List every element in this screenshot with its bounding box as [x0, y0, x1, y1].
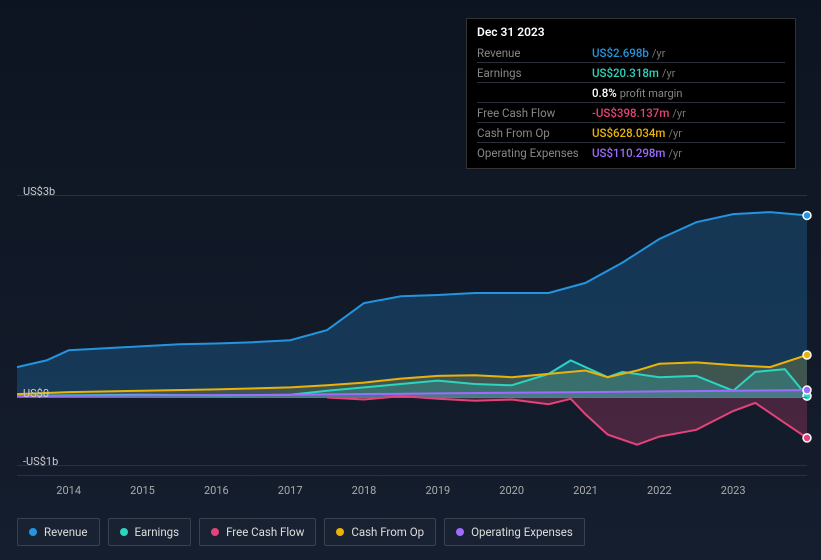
chart-tooltip: Dec 31 2023 RevenueUS$2.698b/yrEarningsU… — [466, 18, 796, 169]
tooltip-date: Dec 31 2023 — [477, 25, 785, 39]
series-end-dot-revenue — [803, 211, 811, 219]
chart-plot-area[interactable] — [17, 175, 807, 475]
y-axis-label: US$3b — [23, 185, 67, 198]
tooltip-row-label: Revenue — [477, 43, 592, 63]
tooltip-row-value: US$20.318m — [592, 66, 659, 80]
legend-label: Operating Expenses — [471, 525, 573, 539]
tooltip-row-label — [477, 83, 592, 103]
tooltip-row-unit: /yr — [668, 147, 681, 160]
x-axis-label: 2018 — [352, 484, 377, 497]
series-end-dot-fcf — [803, 434, 811, 442]
legend-item-opex[interactable]: Operating Expenses — [444, 518, 585, 546]
legend-item-cfo[interactable]: Cash From Op — [324, 518, 436, 546]
legend-dot-icon — [29, 528, 37, 536]
gridline — [17, 397, 807, 398]
plot-bottom-border — [17, 475, 807, 476]
x-axis-label: 2019 — [425, 484, 450, 497]
x-axis-label: 2017 — [278, 484, 303, 497]
legend-item-fcf[interactable]: Free Cash Flow — [199, 518, 316, 546]
tooltip-row-unit: profit margin — [620, 87, 683, 100]
x-axis: 2014 2015 2016 2017 2018 2019 2020 2021 2022 2023 — [17, 484, 807, 502]
tooltip-row-unit: /yr — [668, 127, 681, 140]
x-axis-label: 2016 — [204, 484, 229, 497]
series-area-revenue — [17, 212, 807, 397]
legend-item-revenue[interactable]: Revenue — [17, 518, 100, 546]
legend-dot-icon — [211, 528, 219, 536]
x-axis-label: 2020 — [499, 484, 524, 497]
y-axis-label: US$0 — [23, 387, 67, 400]
tooltip-row-unit: /yr — [672, 107, 685, 120]
tooltip-row-value: US$110.298m — [592, 146, 665, 160]
tooltip-row-value: 0.8% — [592, 86, 617, 100]
gridline — [17, 465, 807, 466]
tooltip-row-value: US$628.034m — [592, 126, 665, 140]
tooltip-row-value: US$2.698b — [592, 46, 649, 60]
legend-item-earnings[interactable]: Earnings — [108, 518, 192, 546]
tooltip-row-label: Cash From Op — [477, 123, 592, 143]
tooltip-table: RevenueUS$2.698b/yr EarningsUS$20.318m/yr… — [477, 43, 785, 162]
series-end-dot-cfo — [803, 351, 811, 359]
legend-label: Revenue — [44, 525, 88, 539]
legend-dot-icon — [120, 528, 128, 536]
x-axis-label: 2015 — [130, 484, 155, 497]
tooltip-row-unit: /yr — [652, 47, 665, 60]
legend-dot-icon — [336, 528, 344, 536]
tooltip-row-label: Free Cash Flow — [477, 103, 592, 123]
tooltip-row-label: Operating Expenses — [477, 143, 592, 163]
y-axis-label: -US$1b — [23, 455, 67, 468]
x-axis-label: 2021 — [573, 484, 598, 497]
x-axis-label: 2014 — [56, 484, 81, 497]
legend-label: Cash From Op — [351, 525, 424, 539]
tooltip-row-unit: /yr — [662, 67, 675, 80]
tooltip-row-value: -US$398.137m — [592, 106, 669, 120]
legend-label: Earnings — [135, 525, 180, 539]
legend: Revenue Earnings Free Cash Flow Cash From O… — [17, 518, 585, 546]
legend-label: Free Cash Flow — [226, 525, 304, 539]
x-axis-label: 2022 — [647, 484, 672, 497]
x-axis-label: 2023 — [721, 484, 746, 497]
legend-dot-icon — [456, 528, 464, 536]
tooltip-row-label: Earnings — [477, 63, 592, 83]
series-area-fcf — [327, 396, 807, 445]
series-end-dot-opex — [803, 386, 811, 394]
gridline — [17, 195, 807, 196]
